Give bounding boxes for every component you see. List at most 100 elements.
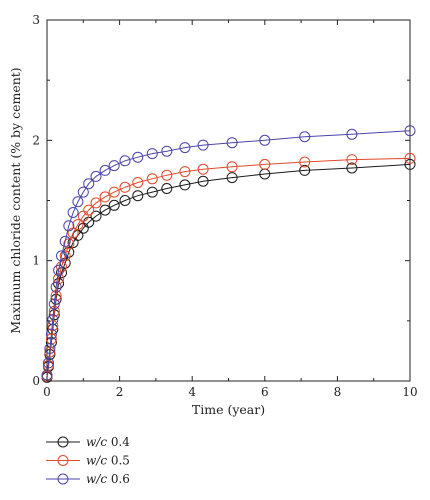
y-axis-ticks: 0 1 2 3: [32, 13, 410, 388]
series-line: [46, 157, 411, 377]
data-point: [56, 250, 67, 262]
data-point: [179, 166, 191, 178]
data-point: [44, 343, 56, 354]
data-point: [99, 204, 111, 216]
data-point: [161, 183, 173, 194]
data-point: [59, 250, 71, 262]
data-point: [90, 197, 102, 209]
data-point: [108, 186, 120, 198]
data-point: [77, 186, 89, 198]
data-point: [197, 175, 209, 187]
legend-label-value: 0.5: [107, 454, 130, 468]
y-axis-title: Maximum chloride content (% by cement): [8, 67, 23, 333]
data-point: [197, 139, 209, 151]
legend-label: w/c 0.6: [86, 472, 130, 486]
legend-marker: [57, 455, 69, 466]
x-tick-label: 10: [402, 385, 417, 399]
series-1: [41, 158, 416, 383]
data-point: [119, 155, 131, 167]
data-point: [72, 219, 84, 231]
x-tick-label: 8: [334, 385, 342, 399]
data-point: [132, 151, 144, 163]
data-point: [161, 169, 173, 181]
data-point: [72, 196, 84, 208]
data-point: [99, 164, 111, 176]
data-point: [299, 131, 311, 143]
legend-label-italic: w/c: [86, 472, 107, 486]
legend-label: w/c 0.4: [86, 435, 130, 449]
legend-label-value: 0.6: [107, 472, 130, 486]
legend-item: w/c 0.5: [46, 454, 130, 468]
data-point: [259, 158, 271, 170]
data-point: [119, 181, 131, 193]
legend-label-value: 0.4: [107, 435, 130, 449]
data-point: [161, 145, 173, 157]
x-tick-label: 0: [43, 385, 51, 399]
plot-area: 0 2 4 6 8 10 0 1 2 3: [32, 13, 417, 399]
data-point: [146, 148, 158, 160]
data-point: [99, 191, 111, 203]
series-layer: [41, 125, 416, 383]
data-point: [90, 210, 102, 222]
legend-marker: [57, 473, 69, 485]
x-axis-title: Time (year): [192, 402, 265, 417]
data-point: [226, 161, 238, 173]
data-point: [179, 179, 191, 191]
data-point: [146, 186, 158, 198]
data-point: [90, 170, 102, 182]
data-point: [119, 195, 131, 206]
y-tick-label: 0: [32, 374, 40, 388]
data-point: [346, 154, 358, 166]
data-point: [346, 162, 358, 174]
data-point: [83, 204, 95, 216]
data-point: [179, 142, 191, 154]
x-axis-ticks: 0 2 4 6 8 10: [43, 20, 418, 399]
data-point: [346, 128, 358, 140]
data-point: [108, 160, 120, 172]
data-point: [45, 328, 57, 340]
data-point: [299, 164, 311, 176]
legend-item: w/c 0.6: [46, 472, 130, 486]
data-point: [63, 238, 75, 250]
legend-label-italic: w/c: [86, 454, 107, 468]
data-point: [83, 216, 95, 228]
legend-marker: [57, 436, 69, 448]
legend: w/c 0.4w/c 0.5w/c 0.6: [46, 435, 130, 486]
data-point: [132, 190, 144, 202]
data-point: [56, 261, 67, 273]
data-point: [63, 246, 75, 258]
data-point: [48, 298, 60, 310]
data-point: [53, 264, 65, 276]
legend-item: w/c 0.4: [46, 435, 130, 449]
data-point: [404, 152, 416, 164]
data-point: [146, 173, 158, 185]
legend-label-italic: w/c: [86, 435, 107, 449]
series-line: [46, 163, 411, 378]
y-tick-label: 3: [32, 13, 40, 27]
x-tick-label: 4: [188, 385, 196, 399]
data-point: [132, 177, 144, 188]
data-point: [197, 163, 209, 175]
data-point: [83, 178, 95, 190]
series-2: [41, 152, 416, 382]
data-point: [404, 158, 416, 170]
data-point: [59, 235, 71, 247]
data-point: [67, 207, 79, 218]
y-tick-label: 1: [32, 254, 40, 268]
series-3: [41, 125, 416, 381]
data-point: [226, 172, 238, 184]
data-point: [259, 134, 271, 146]
data-point: [404, 125, 416, 137]
data-point: [226, 137, 238, 149]
y-tick-label: 2: [32, 133, 40, 147]
data-point: [299, 156, 311, 168]
data-point: [47, 314, 59, 326]
legend-label: w/c 0.5: [86, 454, 130, 468]
data-point: [63, 220, 75, 232]
data-point: [53, 273, 65, 285]
data-point: [108, 199, 120, 211]
data-point: [43, 357, 54, 369]
x-tick-label: 2: [116, 385, 124, 399]
data-point: [50, 281, 62, 293]
